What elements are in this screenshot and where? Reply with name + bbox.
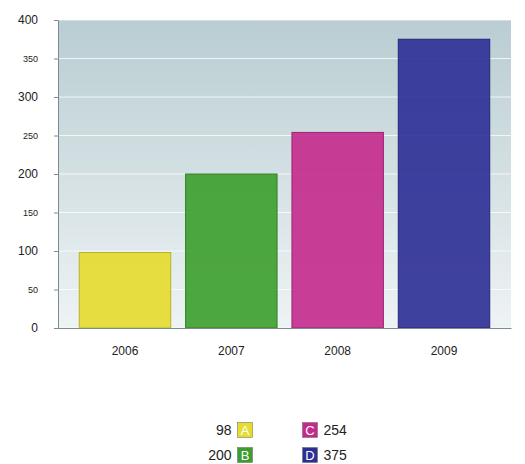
y-tick-label: 50 — [28, 285, 38, 295]
legend-value: 98 — [216, 422, 232, 438]
legend-value: 200 — [208, 447, 232, 463]
y-tick-mark — [54, 97, 58, 98]
x-tick: 2008 — [324, 328, 351, 358]
y-tick: 0 — [31, 321, 58, 335]
legend-item: C 254 — [303, 422, 348, 438]
y-tick: 350 — [23, 54, 58, 64]
y-tick: 100 — [18, 244, 58, 258]
chart: 0501001502002503003504002006200720082009… — [0, 0, 525, 464]
y-tick-label: 150 — [23, 208, 38, 218]
y-tick-mark — [54, 136, 58, 137]
y-axis: 0 50 100 150 200 250 300 350 400 — [18, 13, 59, 335]
y-tick-mark — [54, 251, 58, 252]
y-tick: 200 — [18, 167, 58, 181]
legend-label: A — [241, 423, 250, 438]
y-tick-mark — [54, 59, 58, 60]
legend-swatch — [303, 448, 318, 463]
y-tick-label: 0 — [31, 321, 38, 335]
legend-swatch — [238, 448, 253, 463]
legend-value: 254 — [324, 422, 348, 438]
bar — [79, 253, 170, 328]
y-tick-label: 350 — [23, 54, 38, 64]
y-tick-label: 300 — [18, 90, 38, 104]
bar — [292, 132, 383, 328]
y-tick-mark — [54, 290, 58, 291]
plot-background — [58, 20, 511, 328]
grid — [58, 20, 511, 328]
y-tick-mark — [54, 328, 58, 329]
bars — [79, 39, 489, 328]
legend-label: C — [305, 423, 314, 438]
legend-swatch — [303, 423, 318, 438]
x-tick: 2009 — [431, 328, 458, 358]
x-tick: 2007 — [218, 328, 245, 358]
y-axis-line — [54, 21, 59, 329]
y-tick: 250 — [23, 131, 58, 141]
legend-value: 375 — [324, 447, 348, 463]
x-axis: 2006 2007 2008 2009 — [59, 328, 512, 358]
legend-label: B — [241, 448, 250, 463]
y-tick: 50 — [28, 285, 58, 295]
y-tick-mark — [54, 174, 58, 175]
grid-line — [58, 20, 511, 21]
legend-item: A 98 — [216, 422, 253, 438]
bar — [186, 174, 277, 328]
legend-swatch — [238, 423, 253, 438]
x-tick-label: 2009 — [431, 344, 458, 358]
x-axis-line — [59, 328, 512, 329]
y-tick-label: 400 — [18, 13, 38, 27]
legend: A 98 B 200 C 254 D 375 — [208, 422, 347, 463]
x-tick-label: 2008 — [324, 344, 351, 358]
y-tick: 300 — [18, 90, 58, 104]
legend-label: D — [305, 448, 314, 463]
x-tick-label: 2007 — [218, 344, 245, 358]
y-tick-label: 100 — [18, 244, 38, 258]
y-tick-label: 200 — [18, 167, 38, 181]
y-tick: 150 — [23, 208, 58, 218]
bar — [398, 39, 489, 328]
x-tick: 2006 — [112, 328, 139, 358]
y-tick-mark — [54, 20, 58, 21]
legend-item: B 200 — [208, 447, 252, 463]
legend-item: D 375 — [303, 447, 348, 463]
y-tick-label: 250 — [23, 131, 38, 141]
y-tick-mark — [54, 213, 58, 214]
y-tick: 400 — [18, 13, 58, 27]
x-tick-label: 2006 — [112, 344, 139, 358]
